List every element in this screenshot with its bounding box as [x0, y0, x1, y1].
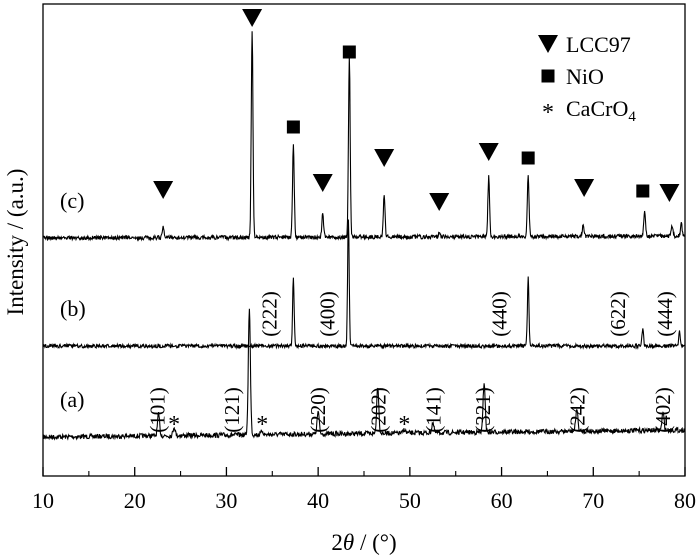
x-tick-label: 20 — [124, 488, 146, 513]
x-tick-label: 40 — [307, 488, 329, 513]
x-axis-label-prefix: 2 — [331, 530, 343, 555]
x-tick-label: 30 — [215, 488, 237, 513]
hkl-label: (101) — [146, 387, 170, 433]
x-axis-label-theta: θ — [343, 530, 354, 555]
trace-name-label: (b) — [60, 296, 86, 321]
legend-square-icon — [541, 69, 555, 83]
impurity-asterisk: * — [256, 412, 268, 438]
x-tick-label: 10 — [32, 488, 54, 513]
x-tick-label: 60 — [491, 488, 513, 513]
lcc97-marker — [312, 174, 333, 192]
nio-marker — [342, 45, 356, 59]
hkl-label: (121) — [220, 387, 244, 433]
nio-marker — [286, 120, 300, 134]
x-tick-label: 70 — [582, 488, 604, 513]
annotations: (a) (101) (121) (220) (202) (141) (321) (242) (4… — [60, 9, 680, 438]
x-tick-label: 80 — [674, 488, 696, 513]
x-tick-labels: 10 20 30 40 50 60 70 80 — [32, 488, 696, 513]
trace-name-label: (a) — [60, 387, 84, 412]
hkl-label: (242) — [566, 387, 590, 433]
nio-marker — [521, 151, 535, 165]
legend-label: NiO — [566, 64, 604, 89]
legend: LCC97 NiO * CaCrO4 — [538, 32, 636, 126]
impurity-asterisk: * — [168, 412, 180, 438]
lcc97-marker — [242, 9, 263, 27]
hkl-label: (202) — [367, 387, 391, 433]
hkl-label: (141) — [422, 387, 446, 433]
legend-label: CaCrO4 — [566, 96, 636, 125]
x-axis-label: 2θ / (°) — [331, 530, 396, 555]
trace-a — [42, 308, 686, 441]
hkl-label: (440) — [488, 291, 512, 337]
lcc97-marker — [374, 149, 395, 167]
hkl-label: (444) — [653, 291, 677, 337]
hkl-label: (402) — [651, 387, 675, 433]
lcc97-marker — [659, 184, 680, 202]
lcc97-marker — [478, 143, 499, 161]
trace-b — [42, 219, 685, 350]
x-tick-label: 50 — [399, 488, 421, 513]
lcc97-marker — [574, 179, 595, 197]
x-ticks — [42, 467, 686, 476]
legend-triangle-icon — [538, 35, 558, 53]
lcc97-marker — [153, 181, 174, 199]
legend-asterisk-icon: * — [542, 100, 554, 126]
trace-name-label: (c) — [60, 188, 84, 213]
hkl-label: (321) — [471, 387, 495, 433]
legend-label: LCC97 — [566, 32, 631, 57]
legend-subscript: 4 — [628, 109, 636, 125]
lcc97-marker — [429, 193, 450, 211]
hkl-label: (220) — [306, 387, 330, 433]
impurity-asterisk: * — [398, 412, 410, 438]
traces — [42, 31, 686, 441]
x-axis-label-suffix: / (°) — [354, 530, 396, 555]
nio-marker — [636, 184, 650, 198]
hkl-label: (622) — [606, 291, 630, 337]
trace-c — [43, 31, 685, 242]
y-axis-label: Intensity / (a.u.) — [3, 169, 28, 316]
hkl-label: (400) — [315, 291, 339, 337]
hkl-label: (222) — [258, 291, 282, 337]
